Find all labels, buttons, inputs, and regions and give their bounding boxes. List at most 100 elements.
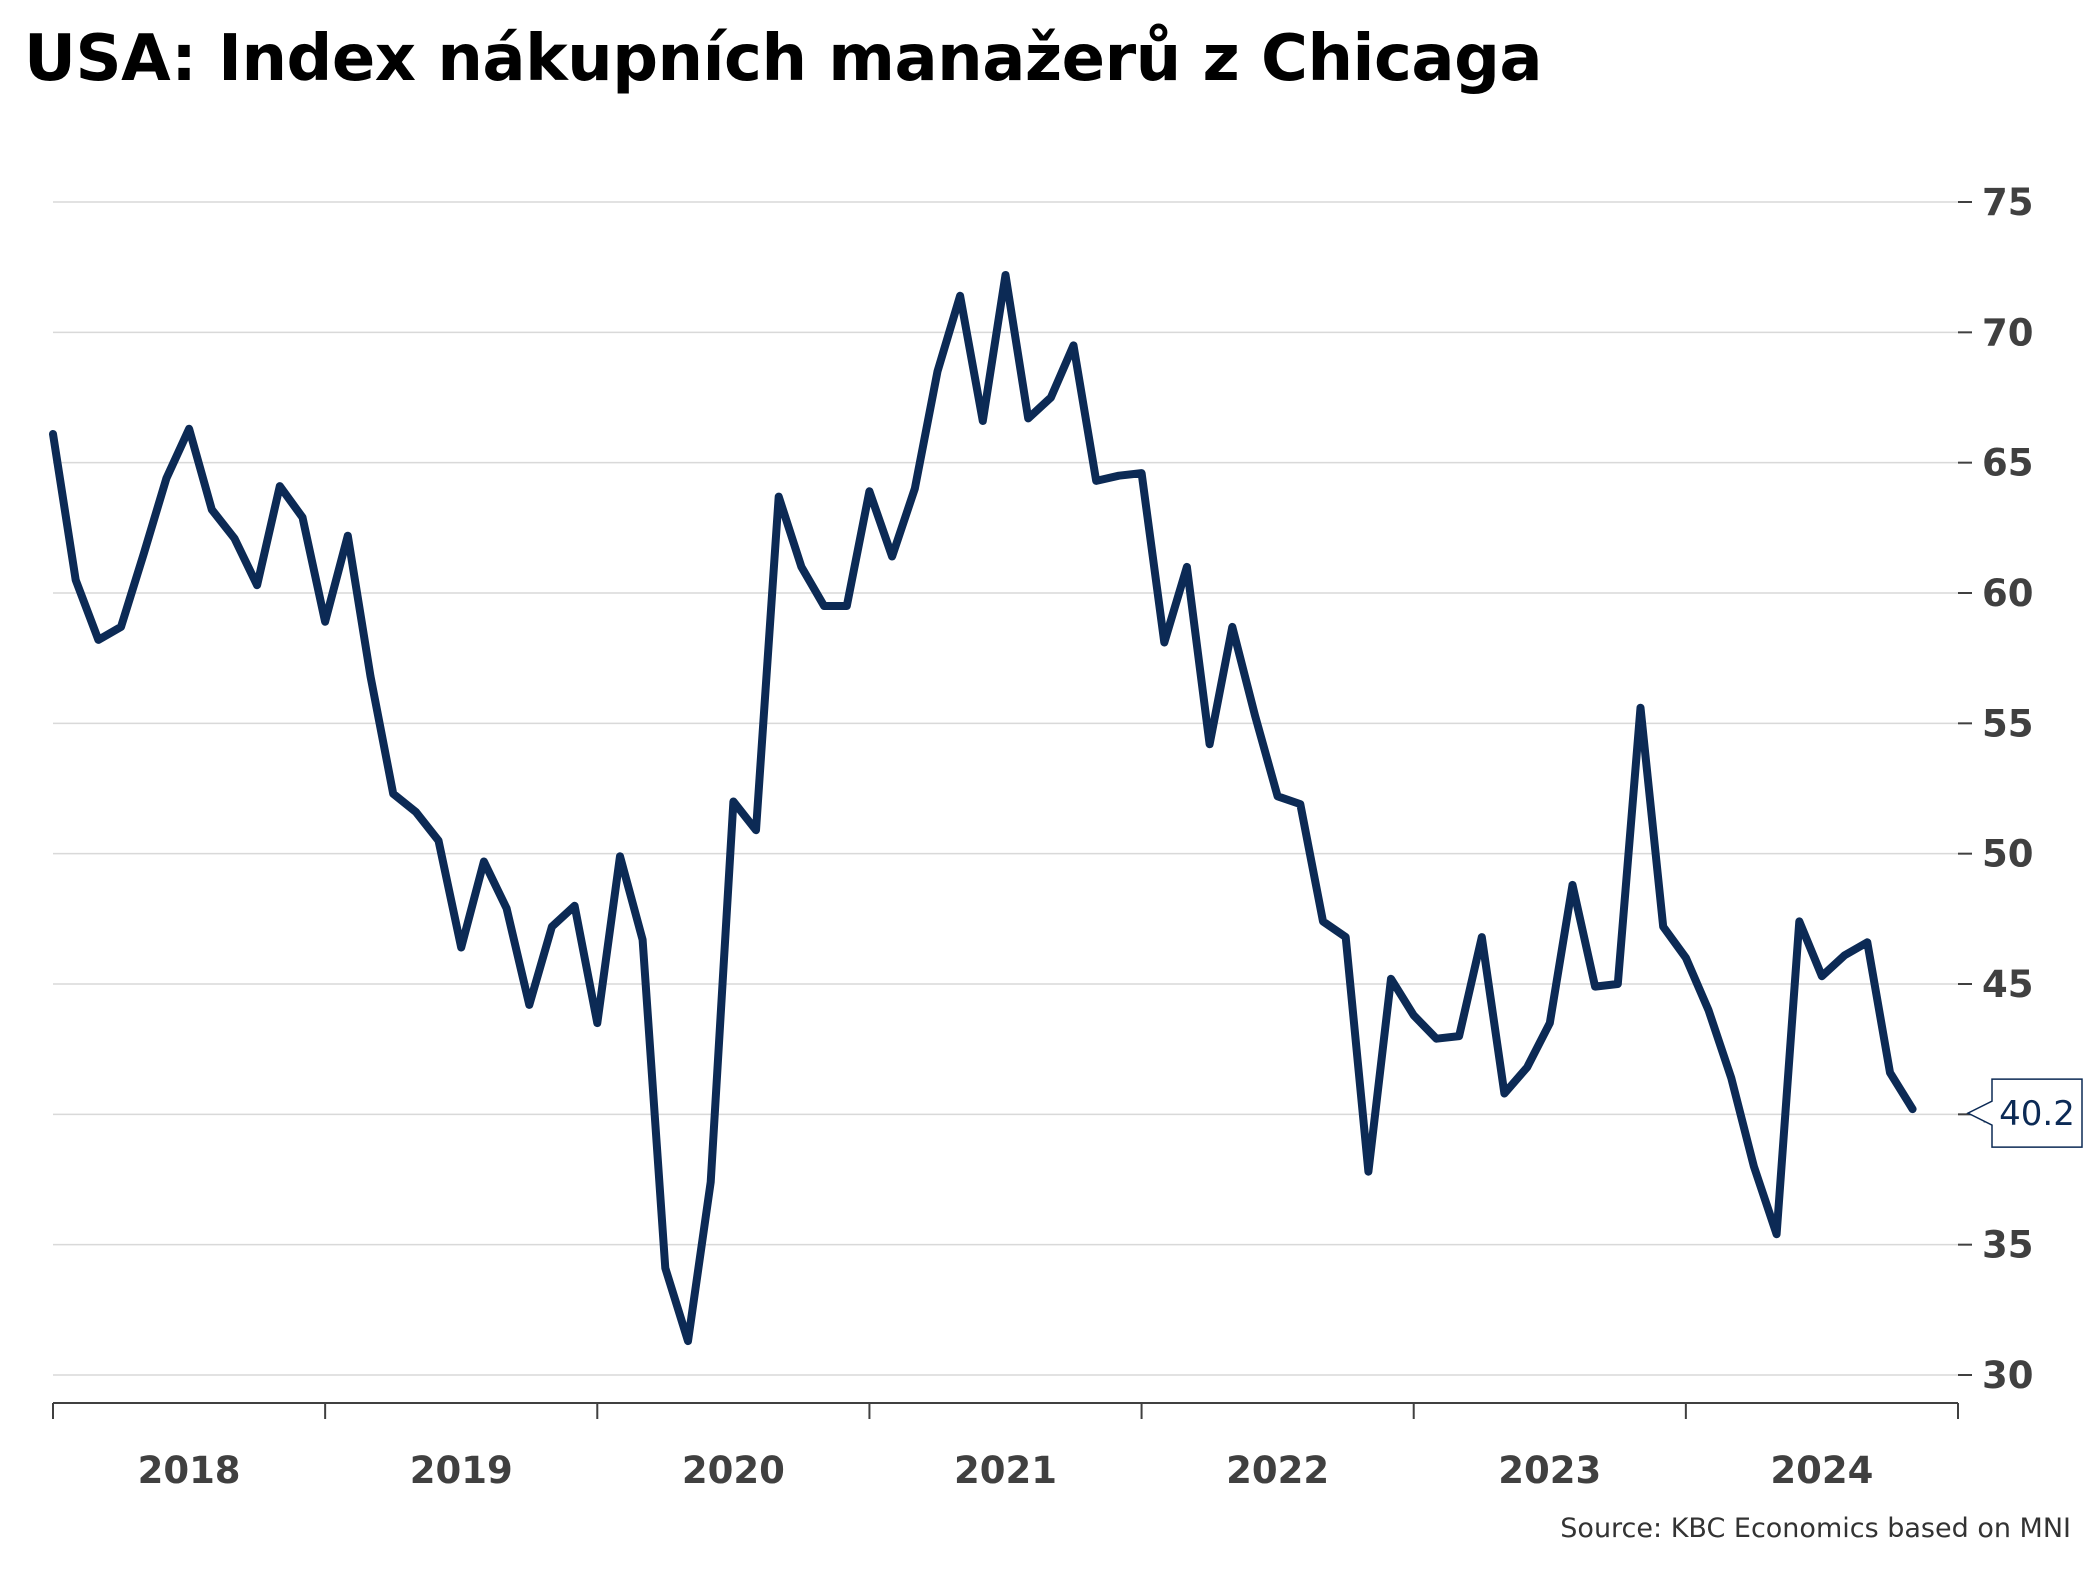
data-point bbox=[1455, 1032, 1463, 1040]
data-point bbox=[865, 487, 873, 495]
series-line-0 bbox=[49, 271, 1917, 1346]
data-point bbox=[752, 826, 760, 834]
data-point bbox=[820, 602, 828, 610]
y-tick-label-45: 45 bbox=[1982, 963, 2034, 1006]
data-point bbox=[162, 474, 170, 482]
x-tick-label-2024: 2024 bbox=[1770, 1449, 1873, 1492]
data-point bbox=[1047, 394, 1055, 402]
y-tick-label-35: 35 bbox=[1982, 1224, 2034, 1267]
data-point bbox=[525, 1001, 533, 1009]
data-point bbox=[1070, 341, 1078, 349]
x-tick-label-2018: 2018 bbox=[138, 1449, 241, 1492]
data-point bbox=[911, 485, 919, 493]
data-point bbox=[344, 532, 352, 540]
data-point bbox=[140, 550, 148, 558]
y-tick-label-70: 70 bbox=[1982, 311, 2034, 354]
data-point bbox=[1115, 472, 1123, 480]
data-point bbox=[1002, 271, 1010, 279]
data-point bbox=[230, 534, 238, 542]
data-point bbox=[1546, 1019, 1554, 1027]
data-point bbox=[593, 1019, 601, 1027]
data-point bbox=[1727, 1074, 1735, 1082]
data-point bbox=[661, 1264, 669, 1272]
data-point bbox=[1138, 469, 1146, 477]
chart-title: USA: Index nákupních manažerů z Chicaga bbox=[24, 22, 1543, 96]
data-point bbox=[457, 944, 465, 952]
data-point bbox=[933, 367, 941, 375]
data-point bbox=[548, 923, 556, 931]
data-point bbox=[1206, 740, 1214, 748]
series bbox=[49, 271, 1917, 1346]
data-point bbox=[1568, 881, 1576, 889]
gridlines bbox=[53, 201, 1958, 1376]
y-tick-label-65: 65 bbox=[1982, 442, 2034, 485]
data-point bbox=[1750, 1162, 1758, 1170]
data-point bbox=[1274, 792, 1282, 800]
data-point bbox=[1614, 980, 1622, 988]
data-point bbox=[1410, 1011, 1418, 1019]
data-point bbox=[503, 904, 511, 912]
data-point bbox=[1795, 917, 1803, 925]
data-point bbox=[1024, 414, 1032, 422]
y-tick-label-75: 75 bbox=[1982, 181, 2034, 224]
data-point bbox=[208, 506, 216, 514]
data-point bbox=[1818, 972, 1826, 980]
data-point bbox=[1183, 563, 1191, 571]
data-point bbox=[956, 292, 964, 300]
data-point bbox=[775, 493, 783, 501]
data-point bbox=[367, 672, 375, 680]
y-tick-label-60: 60 bbox=[1982, 572, 2034, 615]
data-point bbox=[729, 798, 737, 806]
x-axis: 2018 2019 2020 2021 2022 2023 2024 bbox=[52, 1402, 1959, 1492]
data-point bbox=[1387, 975, 1395, 983]
data-point bbox=[797, 563, 805, 571]
data-point bbox=[1500, 1089, 1508, 1097]
data-point bbox=[1092, 477, 1100, 485]
data-point bbox=[1523, 1063, 1531, 1071]
data-point bbox=[412, 808, 420, 816]
data-point bbox=[389, 790, 397, 798]
data-point bbox=[435, 837, 443, 845]
data-point bbox=[1296, 800, 1304, 808]
data-point bbox=[1591, 983, 1599, 991]
data-point bbox=[616, 852, 624, 860]
data-point bbox=[276, 482, 284, 490]
data-point bbox=[1160, 639, 1168, 647]
data-point bbox=[1342, 933, 1350, 941]
y-tick-label-30: 30 bbox=[1982, 1354, 2034, 1397]
data-point bbox=[1705, 1006, 1713, 1014]
data-point bbox=[49, 430, 57, 438]
data-point bbox=[707, 1178, 715, 1186]
data-point bbox=[1432, 1035, 1440, 1043]
data-point bbox=[1659, 923, 1667, 931]
data-point bbox=[1841, 951, 1849, 959]
last-value-label: 40.2 bbox=[1999, 1094, 2075, 1134]
data-point bbox=[979, 417, 987, 425]
x-tick-label-2021: 2021 bbox=[954, 1449, 1057, 1492]
data-point bbox=[1682, 954, 1690, 962]
last-value-callout: 40.2 bbox=[1966, 1078, 2083, 1148]
data-point bbox=[1228, 623, 1236, 631]
data-point bbox=[298, 513, 306, 521]
source-note: Source: KBC Economics based on MNI bbox=[1560, 1513, 2071, 1544]
data-point bbox=[117, 623, 125, 631]
data-point bbox=[1637, 704, 1645, 712]
y-axis: 30354045505560657075 bbox=[1958, 181, 2034, 1397]
x-tick-label-2020: 2020 bbox=[682, 1449, 785, 1492]
data-point bbox=[843, 602, 851, 610]
data-point bbox=[1251, 712, 1259, 720]
data-point bbox=[1478, 933, 1486, 941]
data-point bbox=[321, 618, 329, 626]
x-tick-label-2019: 2019 bbox=[410, 1449, 513, 1492]
last-value-box bbox=[1966, 1078, 2083, 1148]
data-point bbox=[1886, 1069, 1894, 1077]
y-tick-label-55: 55 bbox=[1982, 702, 2034, 745]
data-point bbox=[72, 576, 80, 584]
data-point bbox=[1909, 1105, 1917, 1113]
data-point bbox=[480, 857, 488, 865]
x-tick-label-2022: 2022 bbox=[1226, 1449, 1329, 1492]
data-point bbox=[1773, 1230, 1781, 1238]
data-point bbox=[94, 636, 102, 644]
data-point bbox=[888, 553, 896, 561]
